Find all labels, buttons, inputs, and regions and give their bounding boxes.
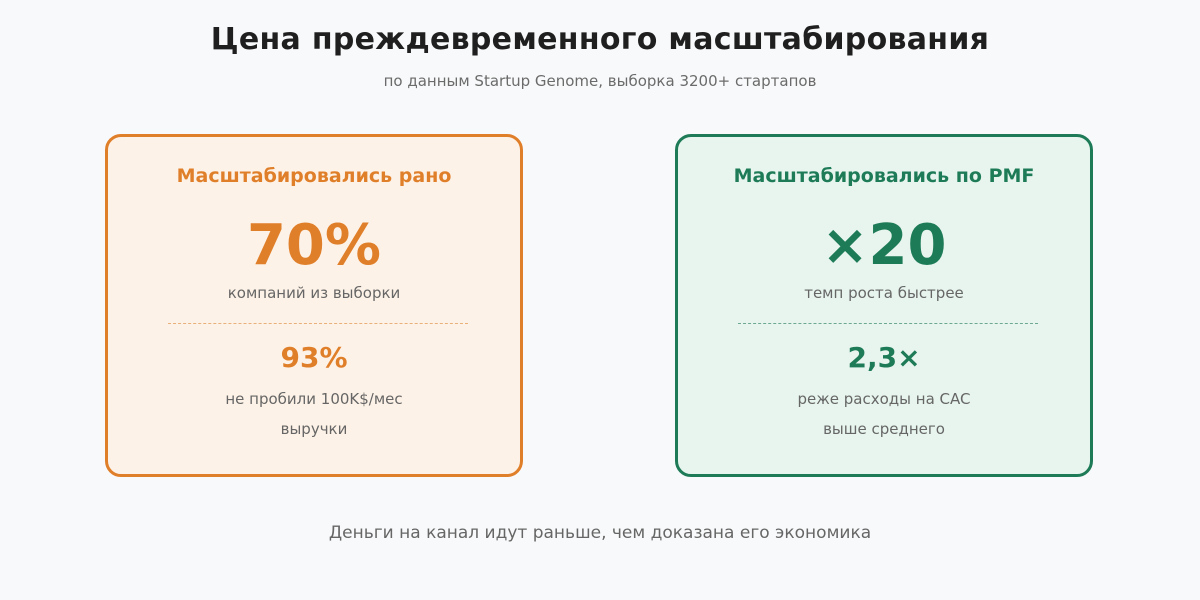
card-mid-caption-line2: выручки	[280, 420, 348, 438]
card-heading: Масштабировались по PMF	[733, 165, 1035, 187]
card-heading: Масштабировались рано	[176, 165, 452, 187]
card-mid-value: 93%	[280, 341, 348, 374]
footer-note: Деньги на канал идут раньше, чем доказан…	[328, 523, 872, 543]
card-big-value: ×20	[821, 213, 947, 278]
card-divider	[738, 323, 1038, 324]
page-title: Цена преждевременного масштабирования	[210, 22, 990, 57]
card-mid-caption: реже расходы на CAC выше среднего	[678, 384, 1090, 444]
card-mid-caption-line1: реже расходы на CAC	[797, 390, 971, 408]
card-mid-caption-line1: не пробили 100K$/мес	[225, 390, 403, 408]
card-big-caption: компаний из выборки	[227, 284, 401, 302]
card-divider	[168, 323, 468, 324]
pmf-scaling-card: Масштабировались по PMF ×20 темп роста б…	[675, 134, 1093, 477]
page-subtitle: по данным Startup Genome, выборка 3200+ …	[383, 72, 817, 90]
card-big-caption: темп роста быстрее	[804, 284, 964, 302]
card-mid-caption: не пробили 100K$/мес выручки	[108, 384, 520, 444]
card-mid-value: 2,3×	[847, 341, 921, 374]
early-scaling-card: Масштабировались рано 70% компаний из вы…	[105, 134, 523, 477]
card-big-value: 70%	[246, 213, 382, 278]
card-mid-caption-line2: выше среднего	[823, 420, 945, 438]
